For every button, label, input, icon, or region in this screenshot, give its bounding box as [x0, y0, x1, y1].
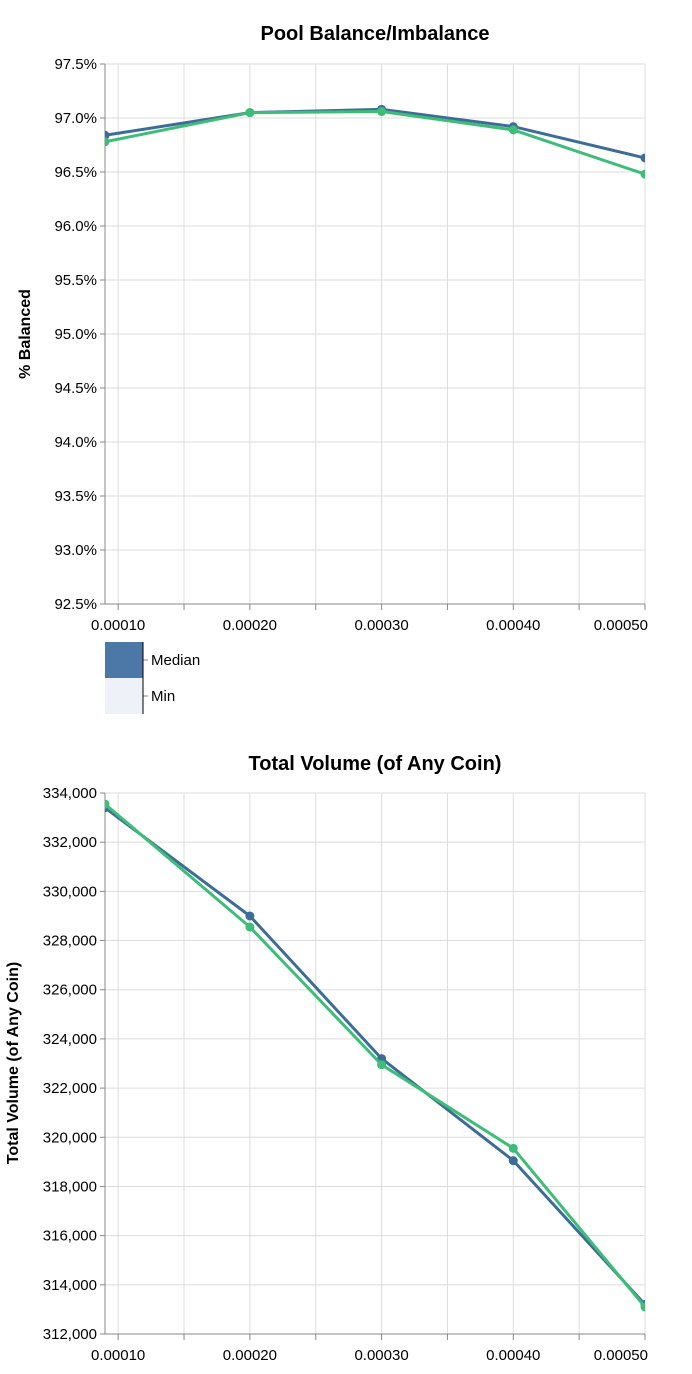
- legend-swatch-median: [105, 642, 143, 678]
- y-axis-label: Total Volume (of Any Coin): [5, 962, 22, 1164]
- y-tick-label: 322,000: [43, 1080, 97, 1097]
- chart-title: Total Volume (of Any Coin): [249, 753, 502, 775]
- data-point-min: [105, 799, 110, 809]
- y-tick-label: 93.5%: [54, 488, 97, 505]
- chart-title: Pool Balance/Imbalance: [261, 23, 490, 45]
- y-tick-label: 95.0%: [54, 326, 97, 343]
- legend-label: Min: [151, 688, 175, 705]
- x-tick-label: 0.00030: [354, 617, 408, 634]
- x-tick-label: 0.00050: [594, 1347, 648, 1364]
- legend-label: Median: [151, 652, 200, 669]
- series-group: [105, 799, 645, 1312]
- series-line-median: [105, 107, 645, 160]
- x-tick-label: 0.00030: [354, 1347, 408, 1364]
- y-tick-label: 312,000: [43, 1326, 97, 1343]
- data-point-min: [245, 922, 255, 932]
- data-point-median: [640, 153, 645, 163]
- x-tick-label: 0.00020: [223, 617, 277, 634]
- series-line-min: [105, 110, 645, 176]
- y-axis-label: % Balanced: [17, 289, 34, 379]
- y-tick-label: 92.5%: [54, 596, 97, 613]
- y-tick-label: 314,000: [43, 1277, 97, 1294]
- x-tick-label: 0.00040: [486, 1347, 540, 1364]
- x-tick-label: 0.00020: [223, 1347, 277, 1364]
- data-point-median: [245, 911, 255, 921]
- y-tick-label: 334,000: [43, 785, 97, 802]
- y-tick-label: 326,000: [43, 982, 97, 999]
- data-point-min: [508, 1143, 518, 1153]
- legend: Median Min: [105, 642, 200, 714]
- data-point-min: [508, 125, 518, 135]
- y-tick-label: 95.5%: [54, 272, 97, 289]
- x-tick-label: 0.00010: [91, 617, 145, 634]
- data-point-min: [245, 108, 255, 118]
- legend-swatch-min: [105, 678, 143, 714]
- y-tick-label: 318,000: [43, 1178, 97, 1195]
- x-tick-label: 0.00010: [91, 1347, 145, 1364]
- y-tick-label: 324,000: [43, 1031, 97, 1048]
- y-tick-label: 94.5%: [54, 380, 97, 397]
- chart-1: Pool Balance/Imbalance % Balanced 92.5% 93.…: [17, 23, 648, 714]
- y-tick-label: 94.0%: [54, 434, 97, 451]
- data-point-min: [377, 1060, 387, 1070]
- data-point-median: [508, 1156, 518, 1166]
- x-tick-label: 0.00040: [486, 617, 540, 634]
- y-tick-label: 96.0%: [54, 218, 97, 235]
- data-point-min: [377, 107, 387, 117]
- y-tick-label: 97.5%: [54, 56, 97, 73]
- chart-2: Total Volume (of Any Coin) Total Volume (…: [5, 753, 648, 1364]
- data-point-min: [640, 169, 645, 179]
- y-tick-label: 320,000: [43, 1129, 97, 1146]
- y-tick-label: 97.0%: [54, 110, 97, 127]
- x-tick-label: 0.00050: [594, 617, 648, 634]
- series-line-min: [105, 802, 645, 1308]
- y-tick-label: 93.0%: [54, 542, 97, 559]
- series-group: [105, 104, 645, 179]
- y-tick-label: 316,000: [43, 1228, 97, 1245]
- y-tick-label: 332,000: [43, 834, 97, 851]
- y-tick-label: 96.5%: [54, 164, 97, 181]
- data-point-min: [640, 1302, 645, 1312]
- y-tick-label: 330,000: [43, 883, 97, 900]
- data-point-min: [105, 137, 110, 147]
- y-tick-label: 328,000: [43, 933, 97, 950]
